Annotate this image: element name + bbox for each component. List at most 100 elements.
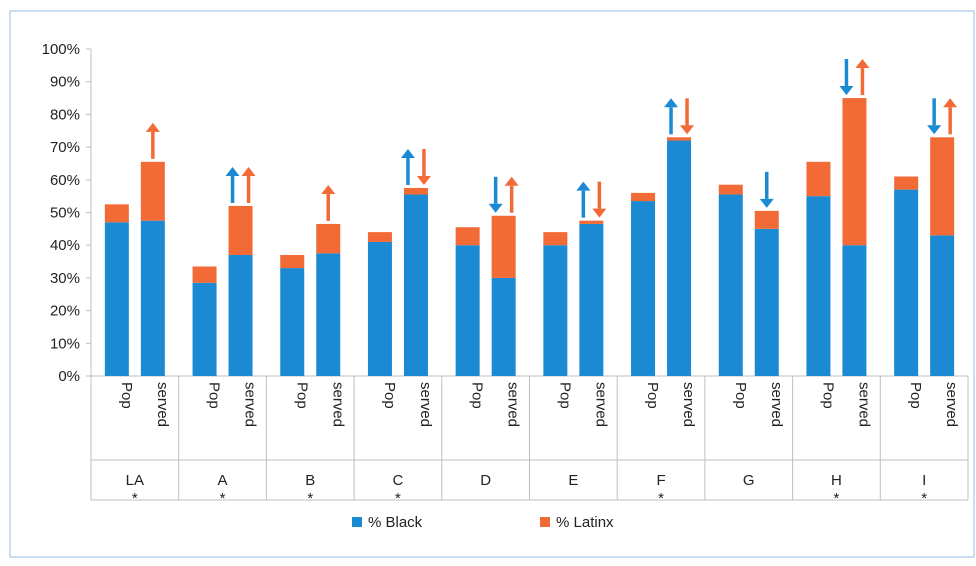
down-arrow-icon bbox=[839, 59, 854, 96]
bar-latinx bbox=[228, 205, 253, 256]
group-label: A bbox=[218, 472, 228, 489]
bar-label: Pop bbox=[819, 382, 836, 409]
bar-black bbox=[491, 277, 516, 376]
group-label: I bbox=[922, 472, 926, 489]
bar-black bbox=[894, 189, 919, 376]
arrow-head bbox=[759, 198, 774, 208]
arrow-head bbox=[664, 98, 679, 108]
up-arrow-icon bbox=[664, 98, 679, 135]
group-label: F bbox=[656, 472, 665, 489]
bar-black bbox=[718, 194, 743, 376]
down-arrow-icon bbox=[488, 176, 503, 213]
bar-black bbox=[754, 228, 779, 376]
group-label: B bbox=[305, 472, 315, 489]
arrow-head bbox=[321, 184, 336, 194]
bar-latinx bbox=[140, 161, 165, 221]
bar-latinx bbox=[491, 215, 516, 278]
legend-swatch-latinx bbox=[540, 517, 550, 527]
significance-star: * bbox=[395, 490, 401, 507]
bar-black bbox=[930, 235, 955, 376]
group-label: H bbox=[831, 472, 842, 489]
significance-star: * bbox=[834, 490, 840, 507]
up-arrow-icon bbox=[400, 148, 415, 185]
bar-label: Pop bbox=[907, 382, 924, 409]
bar-black bbox=[806, 196, 831, 376]
bar-latinx bbox=[894, 176, 919, 190]
y-tick-label: 10% bbox=[50, 335, 80, 352]
bar-black bbox=[579, 223, 604, 376]
bar-latinx bbox=[316, 223, 341, 254]
bar-latinx bbox=[806, 161, 831, 197]
y-axis: 0% 10% 20% 30% 40% 50% 60% 70% 80% 90% 100% bbox=[42, 41, 92, 385]
arrows-layer bbox=[145, 59, 958, 221]
bar-latinx bbox=[579, 220, 604, 224]
bar-black bbox=[228, 255, 253, 376]
down-arrow-icon bbox=[927, 98, 942, 135]
bar-black bbox=[842, 245, 867, 376]
bar-label: served bbox=[329, 382, 346, 427]
bar-black bbox=[455, 245, 480, 376]
arrow-head bbox=[241, 166, 256, 176]
bar-black bbox=[192, 282, 217, 376]
significance-star: * bbox=[658, 490, 664, 507]
bar-black bbox=[104, 222, 129, 376]
y-tick-label: 30% bbox=[50, 270, 80, 287]
group-label: E bbox=[568, 472, 578, 489]
y-tick-label: 40% bbox=[50, 237, 80, 254]
legend-label-black: % Black bbox=[368, 514, 423, 531]
bar-label: Pop bbox=[644, 382, 661, 409]
bar-black bbox=[140, 220, 165, 376]
bar-label: served bbox=[154, 382, 171, 427]
bar-label: Pop bbox=[293, 382, 310, 409]
arrow-head bbox=[145, 122, 160, 132]
significance-star: * bbox=[132, 490, 138, 507]
arrow-head bbox=[576, 181, 591, 191]
bar-black bbox=[543, 245, 568, 376]
arrow-head bbox=[592, 208, 607, 218]
down-arrow-icon bbox=[680, 98, 695, 135]
arrow-head bbox=[839, 86, 854, 96]
down-arrow-icon bbox=[759, 171, 774, 208]
arrow-head bbox=[400, 148, 415, 158]
bar-label: Pop bbox=[469, 382, 486, 409]
y-tick-label: 90% bbox=[50, 74, 80, 91]
y-tick-label: 80% bbox=[50, 106, 80, 123]
arrow-head bbox=[416, 175, 431, 185]
bar-label: served bbox=[417, 382, 434, 427]
bar-label: served bbox=[242, 382, 259, 427]
up-arrow-icon bbox=[943, 98, 958, 135]
legend: % Black % Latinx bbox=[352, 514, 614, 531]
arrow-head bbox=[943, 98, 958, 108]
bar-latinx bbox=[543, 232, 568, 246]
bar-label: Pop bbox=[206, 382, 223, 409]
y-tick-label: 60% bbox=[50, 172, 80, 189]
bar-label: Pop bbox=[118, 382, 135, 409]
up-arrow-icon bbox=[225, 166, 240, 203]
bar-label: served bbox=[505, 382, 522, 427]
bars-layer bbox=[104, 98, 955, 376]
bar-black bbox=[631, 201, 656, 376]
bar-latinx bbox=[631, 192, 656, 202]
arrow-head bbox=[680, 125, 695, 135]
group-label: LA bbox=[126, 472, 144, 489]
bar-latinx bbox=[455, 227, 480, 246]
significance-star: * bbox=[307, 490, 313, 507]
arrow-head bbox=[927, 125, 942, 135]
group-label: G bbox=[743, 472, 755, 489]
arrow-head bbox=[504, 176, 519, 186]
significance-star: * bbox=[220, 490, 226, 507]
down-arrow-icon bbox=[592, 181, 607, 218]
bar-latinx bbox=[930, 137, 955, 236]
arrow-head bbox=[225, 166, 240, 176]
up-arrow-icon bbox=[504, 176, 519, 213]
bar-latinx bbox=[192, 266, 217, 283]
bar-label: served bbox=[592, 382, 609, 427]
bar-black bbox=[367, 241, 392, 376]
arrow-head bbox=[488, 203, 503, 213]
bar-label: served bbox=[680, 382, 697, 427]
bar-latinx bbox=[367, 232, 392, 242]
y-tick-label: 0% bbox=[58, 368, 80, 385]
bar-label: Pop bbox=[556, 382, 573, 409]
group-label: D bbox=[480, 472, 491, 489]
